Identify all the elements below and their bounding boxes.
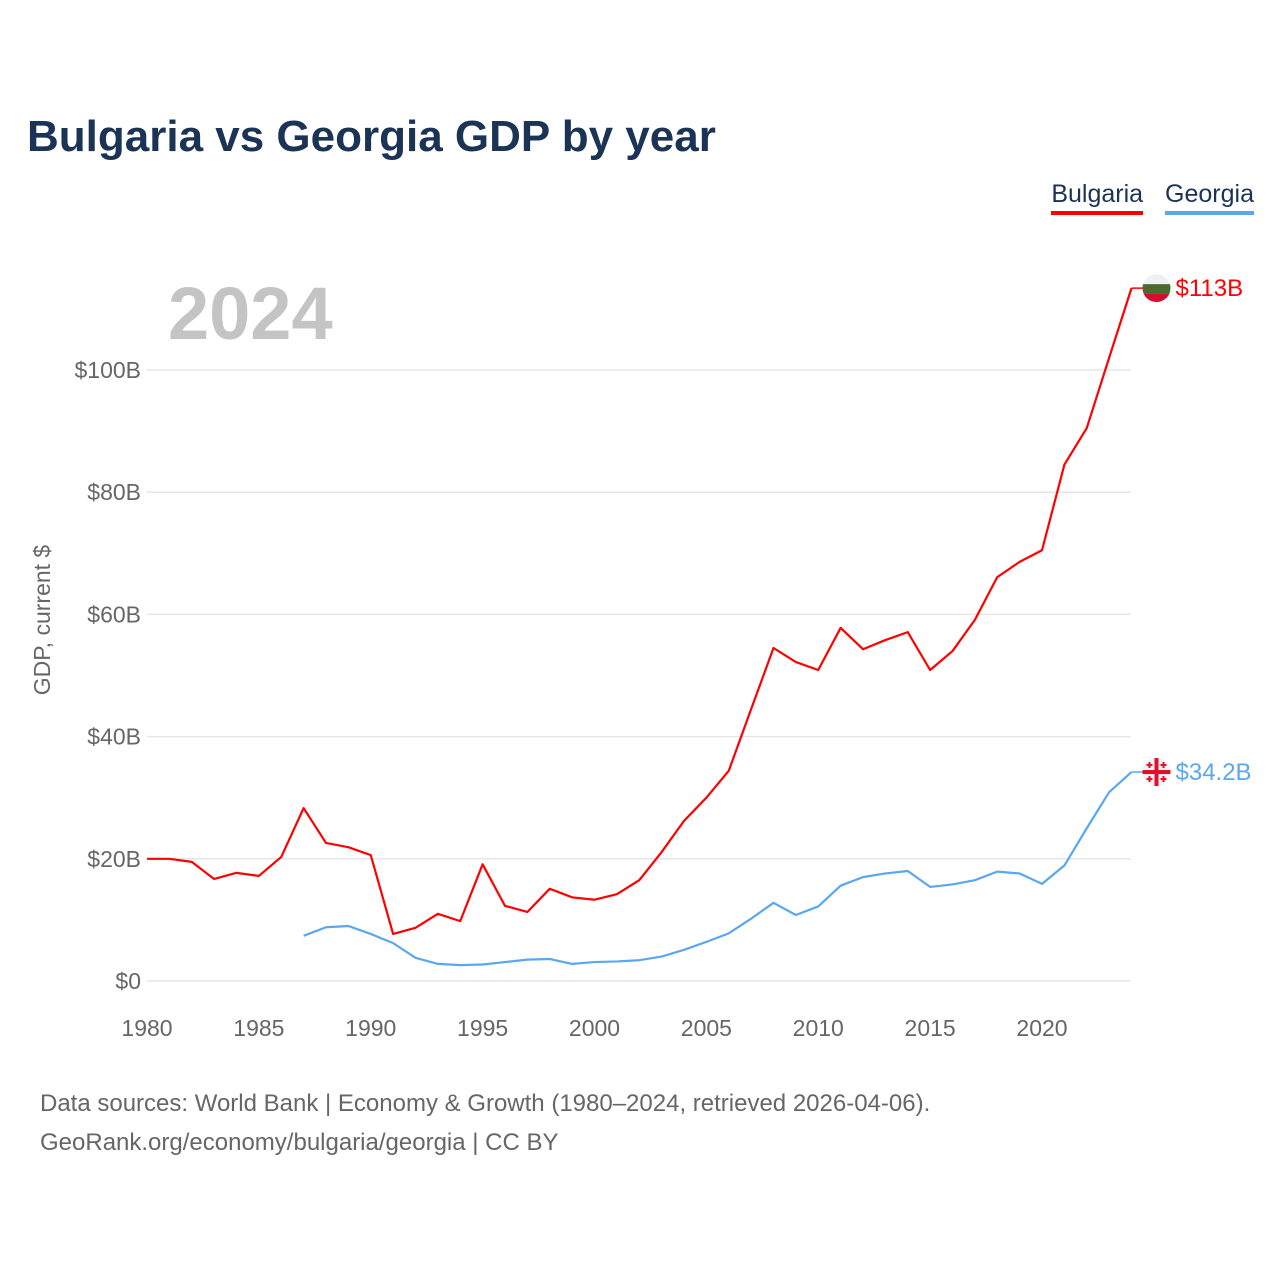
y-tick-label: $40B xyxy=(87,724,141,750)
year-watermark: 2024 xyxy=(168,272,333,355)
x-tick-label: 1990 xyxy=(345,1015,396,1041)
chart-title: Bulgaria vs Georgia GDP by year xyxy=(27,112,716,161)
x-tick-label: 1980 xyxy=(121,1015,172,1041)
x-tick-label: 2010 xyxy=(793,1015,844,1041)
flag-stripe-red xyxy=(1142,293,1171,303)
x-tick-label: 2005 xyxy=(681,1015,732,1041)
x-tick-label: 1995 xyxy=(457,1015,508,1041)
x-tick-label: 2015 xyxy=(905,1015,956,1041)
x-tick-label: 2000 xyxy=(569,1015,620,1041)
flag-stripe-white xyxy=(1142,274,1171,285)
y-tick-label: $60B xyxy=(87,601,141,627)
georgia-flag-icon xyxy=(1142,758,1171,787)
series-line-bulgaria xyxy=(147,287,1133,936)
source-line: Data sources: World Bank | Economy & Gro… xyxy=(40,1090,931,1117)
source-note: Data sources: World Bank | Economy & Gro… xyxy=(40,1084,930,1162)
flag-stripes xyxy=(1142,274,1171,303)
bulgaria-flag-icon xyxy=(1142,274,1171,303)
flag-small-cross xyxy=(1160,764,1167,767)
flag-small-cross xyxy=(1146,778,1153,781)
series-line-georgia xyxy=(303,771,1133,967)
x-tick-label: 2020 xyxy=(1016,1015,1067,1041)
legend-item-bulgaria[interactable]: Bulgaria xyxy=(1051,180,1144,215)
flag-small-cross xyxy=(1146,764,1153,767)
flag-cross-v xyxy=(1154,758,1159,787)
source-url-line: GeoRank.org/economy/bulgaria/georgia | C… xyxy=(40,1129,559,1156)
y-axis-label: GDP, current $ xyxy=(29,545,55,696)
y-tick-label: $100B xyxy=(74,357,141,383)
y-tick-label: $0 xyxy=(115,968,141,994)
flag-small-cross xyxy=(1160,778,1167,781)
flag-stripe-green xyxy=(1142,284,1171,294)
legend-item-georgia[interactable]: Georgia xyxy=(1165,180,1254,215)
end-value-label: $113B xyxy=(1176,275,1244,302)
y-tick-label: $80B xyxy=(87,479,141,505)
x-tick-label: 1985 xyxy=(233,1015,284,1041)
y-tick-label: $20B xyxy=(87,846,141,872)
end-value-label: $34.2B xyxy=(1176,759,1252,786)
legend: Bulgaria Georgia xyxy=(1051,180,1254,215)
